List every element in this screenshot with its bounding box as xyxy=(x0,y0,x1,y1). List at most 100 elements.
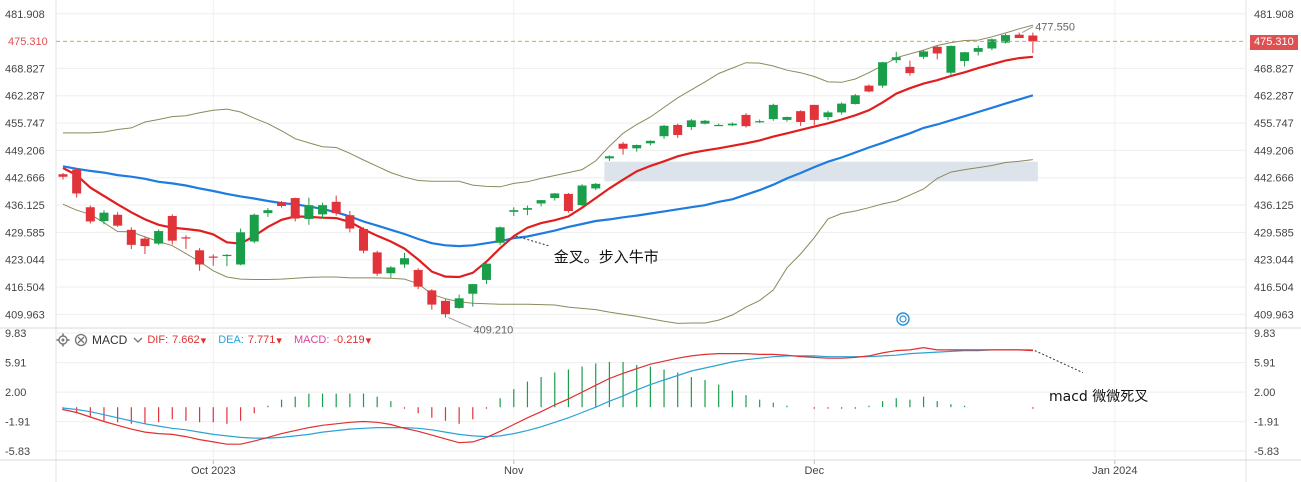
candle-body xyxy=(618,143,628,149)
candle-body xyxy=(72,169,82,194)
candle xyxy=(796,110,806,126)
candle xyxy=(973,45,983,56)
candle-body xyxy=(509,210,519,212)
price-tick-left: 468.827 xyxy=(5,63,45,75)
candle-body xyxy=(386,267,396,274)
price-tick-right: 416.504 xyxy=(1254,282,1294,294)
dif-label: DIF: xyxy=(147,334,169,346)
candle xyxy=(1001,33,1011,44)
candle-body xyxy=(1014,34,1024,39)
macd-grid xyxy=(56,332,1246,452)
candle-body xyxy=(727,123,737,126)
candle-body xyxy=(208,256,218,258)
eye-icon[interactable] xyxy=(74,333,88,347)
candle-body xyxy=(522,208,532,210)
candle-body xyxy=(140,238,150,247)
current-price-tag-left: 475.310 xyxy=(8,36,48,48)
dea-line xyxy=(62,349,1033,439)
candle xyxy=(645,140,655,146)
price-tick-right: 449.206 xyxy=(1254,145,1294,157)
macd-axis-labels: 9.83 9.83 5.91 5.91 2.00 2.00 -1.91 -1.91 -5.83 -… xyxy=(5,328,1279,458)
candle xyxy=(1028,32,1038,54)
candle xyxy=(400,252,409,268)
candle xyxy=(222,254,232,267)
candle xyxy=(331,195,341,216)
candle-body xyxy=(919,51,929,57)
candle-body xyxy=(796,111,806,123)
ma-slow-line xyxy=(62,94,1034,248)
candle-body xyxy=(318,205,328,215)
candle xyxy=(563,193,573,213)
macd-legend: MACD DIF: 7.662 ▾ DEA: 7.771 ▾ MACD: -0.… xyxy=(56,331,375,349)
golden-cross-leader xyxy=(515,235,550,247)
candle-body xyxy=(755,121,765,123)
candle-body xyxy=(222,254,232,257)
candle-body xyxy=(290,198,300,219)
candle-body xyxy=(632,144,642,149)
candle-body xyxy=(932,46,942,54)
x-tick-label: Oct 2023 xyxy=(191,465,236,477)
macd-tick-right: 2.00 xyxy=(1254,387,1275,399)
candle xyxy=(290,197,300,222)
dea-label: DEA: xyxy=(218,334,244,346)
candle xyxy=(481,263,491,285)
macd-tick-left: -5.83 xyxy=(5,446,30,458)
candle-body xyxy=(345,215,355,229)
candle xyxy=(427,289,437,310)
price-axis-labels: 481.908 481.908 468.827 468.827 462.287 462.2… xyxy=(5,9,1294,322)
dea-caret-icon: ▾ xyxy=(276,334,282,347)
candle xyxy=(85,205,95,224)
candle-body xyxy=(645,140,655,144)
candle xyxy=(741,113,751,128)
candle xyxy=(987,38,997,51)
candle xyxy=(359,227,369,254)
macd-tick-right: 9.83 xyxy=(1254,328,1275,340)
candle-body xyxy=(577,185,587,206)
dea-value: 7.771 xyxy=(247,334,276,346)
candle-body xyxy=(960,52,970,62)
candle xyxy=(126,227,136,250)
candle-body xyxy=(400,258,409,265)
price-tick-left: 449.206 xyxy=(5,145,45,157)
band-lower-line xyxy=(62,159,1033,324)
chevron-down-icon[interactable] xyxy=(133,333,143,347)
candle-body xyxy=(1028,35,1038,42)
candle xyxy=(919,49,929,59)
candle-body xyxy=(591,183,601,189)
candle xyxy=(618,142,628,155)
high-label: 477.550 xyxy=(1035,22,1075,34)
candle-body xyxy=(714,124,724,127)
candle xyxy=(932,45,942,60)
candle xyxy=(277,200,287,208)
candle xyxy=(604,155,614,161)
candle-body xyxy=(536,200,546,204)
price-tick-right: 429.585 xyxy=(1254,227,1294,239)
candle xyxy=(823,110,833,120)
candle-body xyxy=(249,214,259,242)
candle xyxy=(673,123,683,138)
x-tick-label: Nov xyxy=(504,465,524,477)
candle xyxy=(591,183,601,191)
candle-body xyxy=(454,298,464,308)
candle-body xyxy=(686,120,696,128)
candle-body xyxy=(181,237,191,239)
candle-body xyxy=(1001,35,1011,43)
macd-histogram xyxy=(62,361,1034,424)
target-icon[interactable] xyxy=(896,312,910,326)
candle-body xyxy=(113,214,123,226)
macd-tick-right: -1.91 xyxy=(1254,417,1279,429)
candle-body xyxy=(782,116,792,120)
gear-icon[interactable] xyxy=(56,333,70,347)
price-tick-right: 462.287 xyxy=(1254,91,1294,103)
candle-body xyxy=(99,212,109,222)
candle-body xyxy=(550,193,560,199)
candle-body xyxy=(659,125,669,137)
price-tick-left: 462.287 xyxy=(5,91,45,103)
candle xyxy=(167,214,177,245)
candle xyxy=(454,294,464,309)
candle-body xyxy=(700,120,710,124)
candle xyxy=(714,123,724,127)
candle-body xyxy=(563,193,573,212)
candle xyxy=(413,268,423,290)
